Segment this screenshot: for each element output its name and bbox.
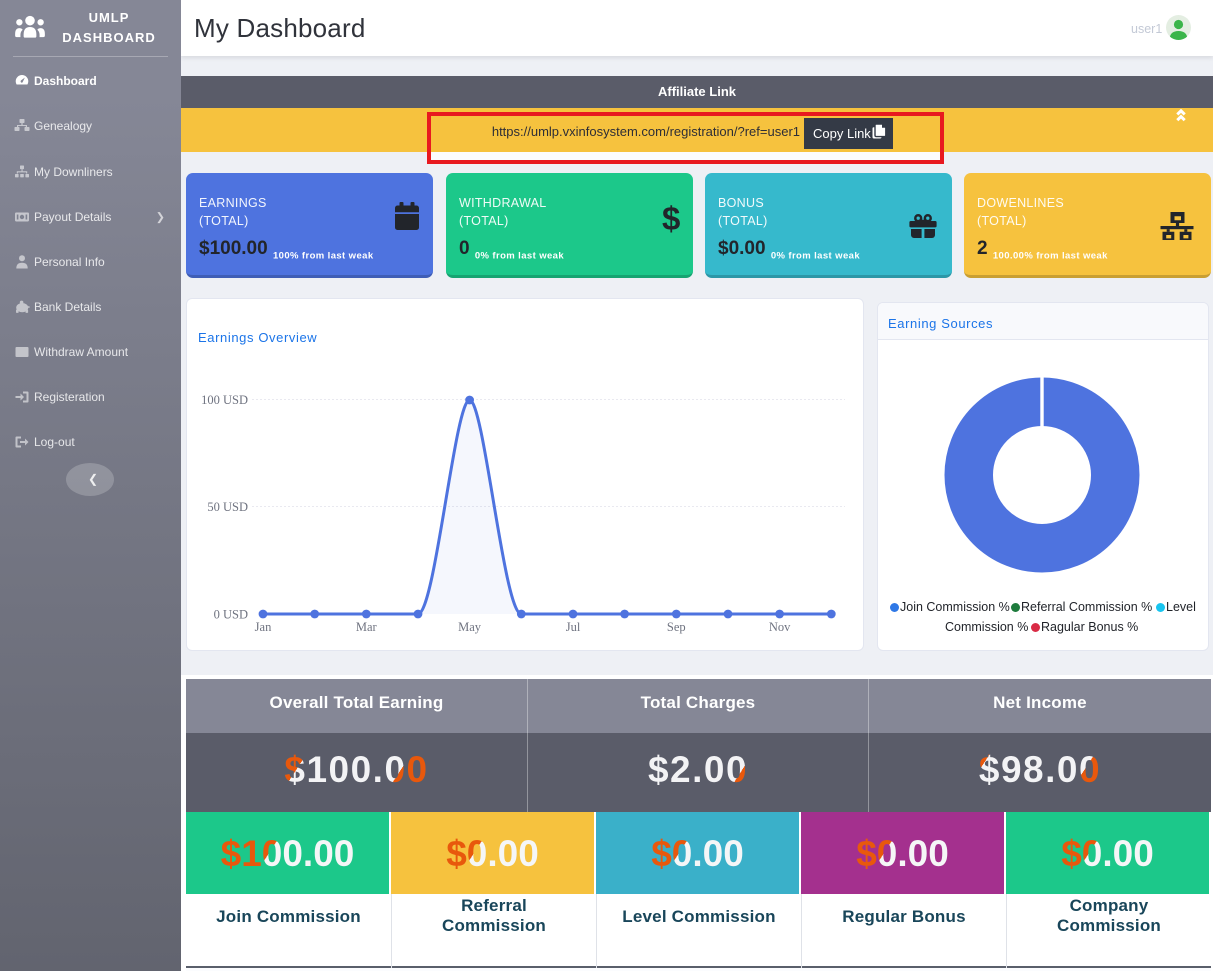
svg-text:May: May [458, 620, 482, 634]
svg-text:Jan: Jan [255, 620, 272, 634]
svg-text:Sep: Sep [667, 620, 686, 634]
svg-text:Mar: Mar [356, 620, 378, 634]
svg-text:0 USD: 0 USD [214, 608, 248, 622]
svg-text:50 USD: 50 USD [207, 500, 248, 514]
svg-text:Nov: Nov [769, 620, 791, 634]
svg-text:100 USD: 100 USD [201, 393, 248, 407]
svg-text:Jul: Jul [566, 620, 581, 634]
